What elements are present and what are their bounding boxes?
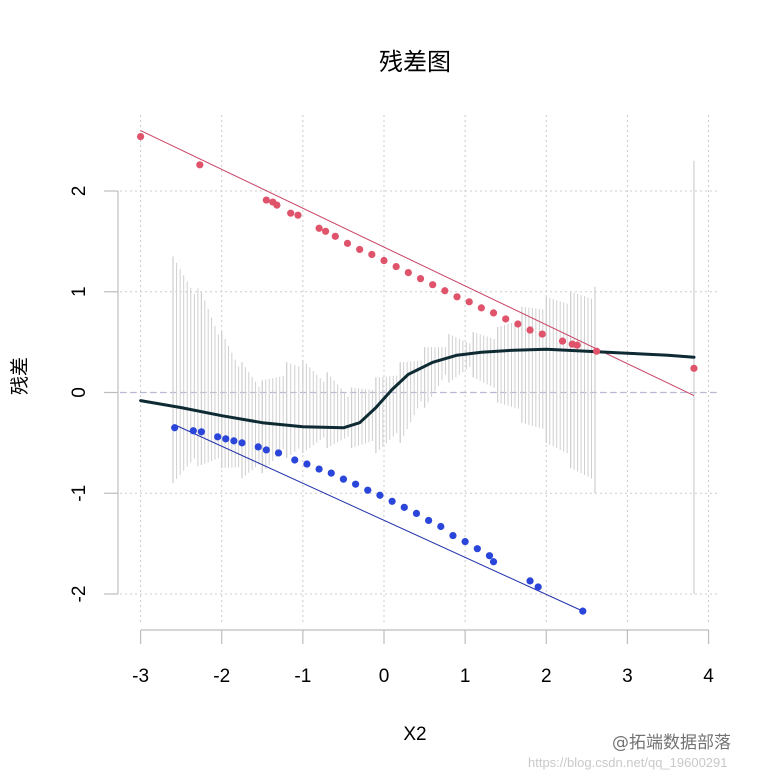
data-point [315,465,323,473]
data-point [416,275,425,283]
data-point [388,497,396,505]
data-point [303,460,311,468]
data-point [437,522,445,531]
watermark-url: https://blog.csdn.net/qq_19600291 [528,755,728,770]
data-point [449,531,457,540]
data-point [254,443,262,451]
x-axis-ticks: -3 -2 -1 0 1 2 3 4 [132,630,714,687]
data-point [573,341,581,349]
y-tick-label: 2 [69,186,90,197]
data-point [291,456,299,464]
x-axis-label: X2 [403,724,426,745]
data-point [368,250,376,259]
y-tick-label: 1 [69,286,90,297]
data-point [400,503,408,511]
data-point [485,552,494,560]
data-point [214,433,222,441]
data-point [262,196,270,204]
data-point [489,558,498,566]
chart-title: 残差图 [379,48,451,76]
data-point [331,232,339,240]
x-tick-label: 0 [379,666,390,687]
data-point [502,315,510,323]
data-point [274,449,283,457]
data-point [534,583,542,591]
data-point [262,446,270,454]
data-point [356,245,364,254]
data-point [364,486,372,494]
x-tick-label: -2 [213,666,230,687]
data-point [339,475,348,483]
data-point [171,424,179,432]
watermark: @拓端数据部落 https://blog.csdn.net/qq_1960029… [528,733,731,770]
data-point [429,281,437,289]
data-point [197,428,206,436]
interval-bars [172,160,695,594]
data-point [352,480,360,488]
upper-residual-points [136,132,698,372]
data-point [273,201,281,209]
data-point [579,607,587,615]
data-point [441,287,449,295]
data-point [453,293,461,301]
data-point [526,577,534,585]
data-point [461,538,469,546]
data-point [412,509,421,517]
data-point [592,347,601,355]
smooth-trend-line [139,347,696,430]
x-tick-label: 1 [460,666,471,687]
data-point [327,469,335,477]
data-point [222,435,230,443]
x-tick-label: -1 [294,666,311,687]
data-point [538,330,546,338]
x-tick-label: 4 [703,666,714,687]
data-point [425,516,433,525]
data-point [287,209,295,217]
y-tick-label: 0 [69,387,90,398]
data-point [230,437,238,445]
data-point [404,269,412,277]
data-point [690,364,698,372]
y-tick-label: -2 [69,586,90,603]
data-point [376,491,384,499]
x-tick-label: 3 [622,666,633,687]
lower-fit-line [174,424,584,612]
data-point [473,545,481,553]
x-tick-label: -3 [132,666,149,687]
data-point [321,227,330,235]
y-axis-label: 残差 [9,357,31,395]
lower-residual-points [171,424,587,615]
data-point [189,427,197,435]
watermark-brand: @拓端数据部落 [612,733,731,753]
data-point [315,224,323,232]
y-tick-label: -1 [69,485,90,502]
data-point [136,132,145,141]
data-point [489,309,498,317]
data-point [343,239,352,247]
data-point [526,326,534,334]
data-point [294,211,302,219]
data-point [238,439,246,447]
x-tick-label: 2 [541,666,552,687]
data-point [465,298,473,306]
data-point [380,256,388,265]
y-axis-ticks: -2 -1 0 1 2 [69,186,118,603]
axes: -2 -1 0 1 2 -3 -2 -1 0 1 2 3 4 [69,186,714,687]
data-point [558,337,567,345]
data-point [514,320,522,328]
data-point [477,304,485,312]
upper-fit-line [140,130,695,396]
data-point [196,161,204,169]
data-point [392,262,400,271]
